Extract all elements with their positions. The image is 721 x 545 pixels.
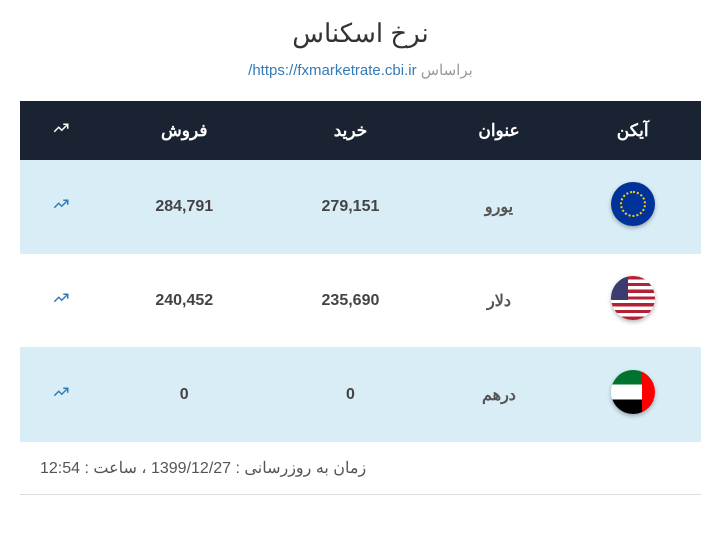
table-header-row: آیکن عنوان خرید فروش	[20, 101, 701, 160]
chart-cell	[20, 160, 101, 254]
flag-cell	[564, 254, 701, 348]
buy-value: 0	[267, 348, 433, 442]
currency-name: درهم	[434, 348, 565, 442]
ae-flag-icon	[611, 370, 655, 414]
col-chart	[20, 101, 101, 160]
table-row: دلار 235,690 240,452	[20, 254, 701, 348]
flag-cell	[564, 160, 701, 254]
eu-flag-icon	[611, 182, 655, 226]
col-name: عنوان	[434, 101, 565, 160]
chart-cell	[20, 348, 101, 442]
chart-icon[interactable]	[52, 195, 70, 213]
source-link[interactable]: https://fxmarketrate.cbi.ir/	[248, 62, 416, 79]
flag-cell	[564, 348, 701, 442]
sell-value: 0	[101, 348, 267, 442]
rates-table: آیکن عنوان خرید فروش یورو 279,151	[20, 101, 701, 442]
currency-name: دلار	[434, 254, 565, 348]
currency-name: یورو	[434, 160, 565, 254]
sell-value: 240,452	[101, 254, 267, 348]
chart-header-icon	[52, 119, 70, 137]
chart-cell	[20, 254, 101, 348]
sell-value: 284,791	[101, 160, 267, 254]
buy-value: 235,690	[267, 254, 433, 348]
page-title: نرخ اسکناس	[20, 0, 701, 61]
buy-value: 279,151	[267, 160, 433, 254]
col-buy: خرید	[267, 101, 433, 160]
subtitle: براساس https://fxmarketrate.cbi.ir/	[20, 61, 701, 101]
table-row: درهم 0 0	[20, 348, 701, 442]
col-icon: آیکن	[564, 101, 701, 160]
col-sell: فروش	[101, 101, 267, 160]
us-flag-icon	[611, 276, 655, 320]
subtitle-prefix: براساس	[421, 62, 473, 79]
update-time: زمان به روزرسانی : 1399/12/27 ، ساعت : 1…	[20, 442, 701, 495]
chart-icon[interactable]	[52, 289, 70, 307]
chart-icon[interactable]	[52, 383, 70, 401]
table-row: یورو 279,151 284,791	[20, 160, 701, 254]
